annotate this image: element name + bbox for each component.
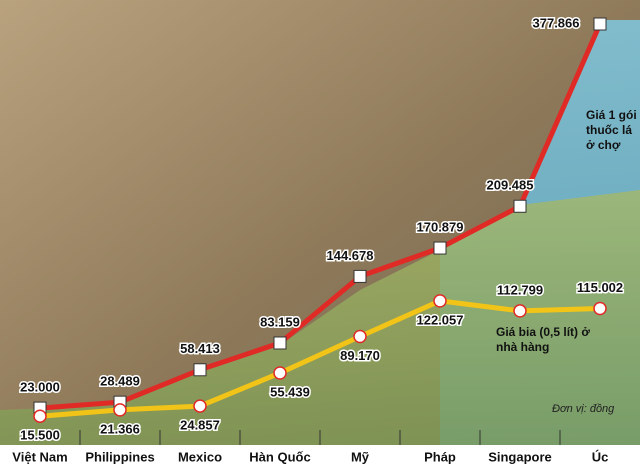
series-line bbox=[39, 22, 603, 411]
value-label: 122.057 bbox=[417, 312, 464, 327]
value-label: 170.879 bbox=[417, 219, 464, 234]
point-marker bbox=[513, 199, 527, 213]
value-label: 112.799 bbox=[497, 282, 543, 297]
x-tick-label: Việt Nam bbox=[12, 449, 67, 464]
series-label: Giá bia (0,5 lít) ở nhà hàng bbox=[496, 325, 590, 354]
unit-note: Đơn vị: đồng bbox=[552, 403, 615, 415]
value-label: 28.489 bbox=[100, 374, 140, 389]
point-marker bbox=[593, 17, 607, 31]
point-marker bbox=[433, 241, 447, 255]
x-tick-label: Úc bbox=[592, 449, 609, 464]
value-label: 115.002 bbox=[577, 280, 623, 295]
value-label: 377.866 bbox=[533, 15, 580, 30]
value-label: 23.000 bbox=[20, 380, 60, 395]
point-marker bbox=[593, 301, 607, 316]
point-marker bbox=[273, 336, 287, 350]
value-label: 58.413 bbox=[180, 341, 220, 356]
point-marker bbox=[33, 409, 47, 423]
point-marker bbox=[353, 269, 367, 283]
value-label: 24.857 bbox=[180, 418, 220, 433]
point-marker bbox=[433, 294, 447, 308]
value-label: 21.366 bbox=[100, 421, 140, 436]
series-label: Giá 1 gói thuốc lá ở chợ bbox=[586, 108, 637, 152]
value-label: 83.159 bbox=[260, 314, 300, 329]
x-tick-label: Philippines bbox=[85, 449, 154, 464]
x-tick-label: Hàn Quốc bbox=[249, 449, 310, 464]
value-label: 209.485 bbox=[487, 178, 534, 193]
point-marker bbox=[193, 363, 207, 377]
value-label: 89.170 bbox=[340, 348, 380, 363]
point-marker bbox=[193, 399, 207, 413]
x-tick-label: Mexico bbox=[178, 449, 222, 464]
x-tick-label: Singapore bbox=[488, 449, 552, 464]
point-marker bbox=[353, 329, 367, 344]
value-label: 15.500 bbox=[20, 428, 60, 443]
value-label: 144.678 bbox=[327, 248, 374, 263]
green-area bbox=[0, 190, 640, 445]
label-strip bbox=[0, 445, 640, 471]
series-line bbox=[39, 298, 601, 419]
x-tick-label: Pháp bbox=[424, 449, 456, 464]
point-marker bbox=[113, 403, 127, 417]
value-label: 55.439 bbox=[270, 384, 310, 399]
x-tick-label: Mỹ bbox=[351, 449, 370, 464]
point-marker bbox=[273, 366, 287, 380]
point-marker bbox=[513, 304, 527, 318]
